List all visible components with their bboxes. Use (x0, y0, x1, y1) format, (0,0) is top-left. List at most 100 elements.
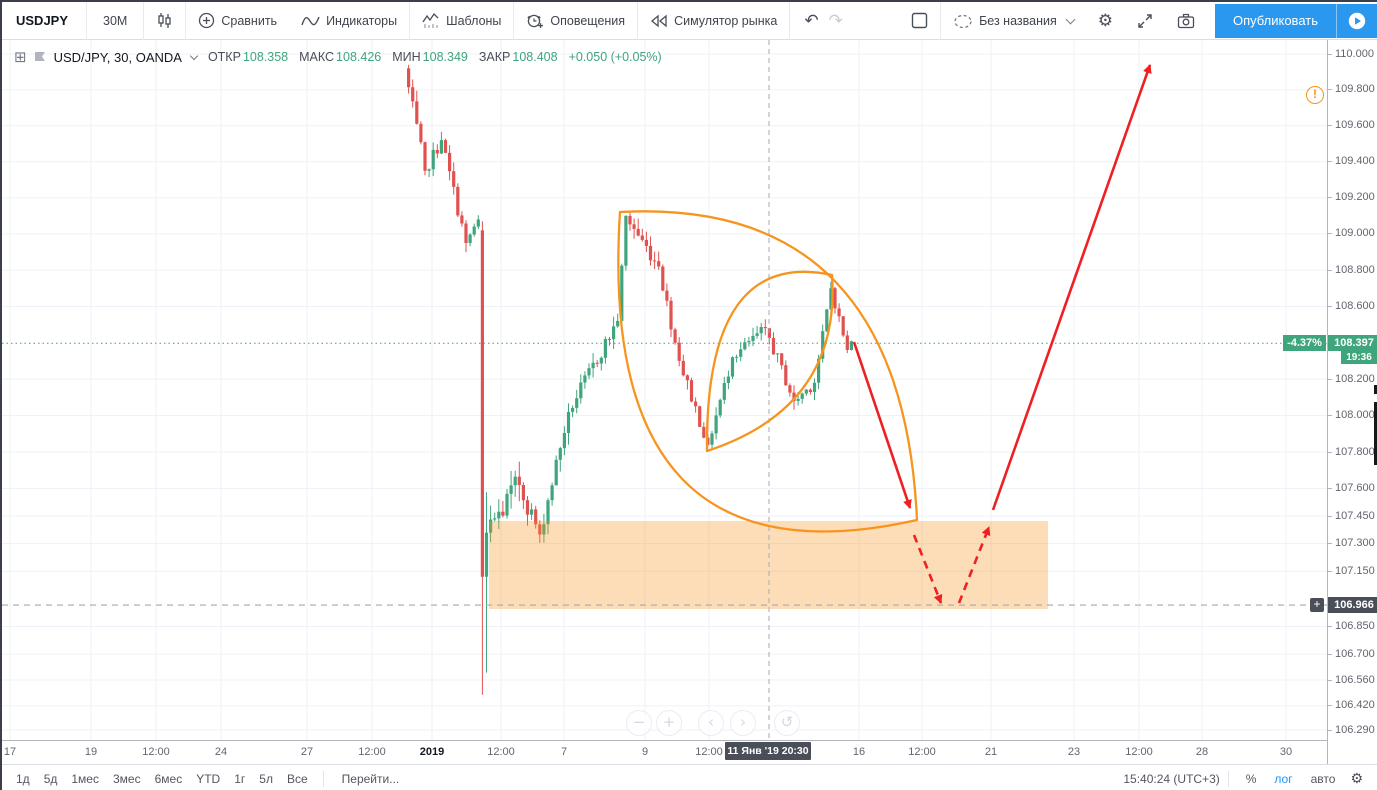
axis-settings-gear-icon[interactable]: ⚙ (1350, 770, 1363, 787)
range-button-1m[interactable]: 1мес (71, 771, 99, 786)
price-tick-label: 108.600 (1328, 299, 1375, 312)
separator (185, 1, 187, 40)
fullscreen-button[interactable] (1125, 2, 1165, 40)
cloud-icon (954, 14, 972, 28)
ohlc-close: ЗАКР 108.408 (478, 50, 558, 64)
ohlc-open: ОТКР 108.358 (207, 50, 289, 64)
alarm-clock-icon (526, 12, 544, 30)
time-tick-label: 17 (3, 746, 17, 758)
price-tick-label: 109.400 (1328, 155, 1375, 168)
fullscreen-icon (1138, 13, 1152, 28)
separator (1227, 770, 1229, 787)
chevron-down-icon (189, 51, 199, 61)
redo-button[interactable]: ↷ (828, 10, 843, 30)
time-tick-label: 30 (1279, 746, 1293, 758)
range-button-all[interactable]: Все (286, 771, 308, 786)
market-simulator-button[interactable]: Симулятор рынка (638, 2, 789, 40)
separator (789, 1, 791, 40)
chart-nav-zoom-in-button[interactable]: + (656, 710, 682, 736)
chart-settings-button[interactable]: ⚙ (1086, 2, 1125, 40)
auto-scale-button[interactable]: авто (1310, 771, 1336, 786)
price-level-badge: 106.966 (1328, 597, 1377, 614)
flag-icon[interactable] (34, 51, 47, 63)
layout-select-button[interactable] (899, 2, 940, 40)
time-tick-label: 27 (300, 746, 314, 758)
ohlc-low: МИН 108.349 (392, 50, 468, 64)
time-crosshair-badge: 11 Янв '19 20:30 (725, 742, 811, 760)
chart-nav-reset-button[interactable]: ↺ (774, 710, 800, 736)
compare-plus-icon (198, 12, 215, 29)
alerts-button[interactable]: Оповещения (514, 2, 637, 40)
top-toolbar: USDJPY 30M Сравнить Индикаторы Шаблоны О… (2, 1, 1377, 40)
data-warning-icon[interactable]: ! (1306, 86, 1324, 104)
chart-style-button[interactable] (144, 2, 185, 40)
chart-pane[interactable]: ⊞ USD/JPY, 30, OANDA ОТКР 108.358 МАКС 108… (2, 40, 1327, 740)
change-percent-badge: -4.37% (1283, 335, 1326, 352)
indicators-wave-icon (301, 14, 320, 28)
range-button-5y[interactable]: 5л (259, 771, 273, 786)
price-tick-label: 106.850 (1328, 619, 1375, 632)
separator (322, 770, 324, 787)
price-tick-label: 107.450 (1328, 509, 1375, 522)
price-tick-label: 109.800 (1328, 83, 1375, 96)
add-symbol-icon[interactable]: ⊞ (14, 48, 27, 66)
chevron-down-icon (1065, 14, 1076, 24)
time-tick-label: 19 (84, 746, 98, 758)
symbol-button[interactable]: USDJPY (16, 13, 69, 28)
chart-nav-zoom-out-button[interactable]: − (626, 710, 652, 736)
drawings[interactable] (617, 64, 1152, 604)
templates-icon (422, 12, 440, 29)
layout-name-menu[interactable]: Без названия (941, 2, 1086, 40)
undo-button[interactable]: ↶ (804, 10, 819, 30)
time-tick-label: 12:00 (908, 746, 936, 758)
price-tick-label: 106.560 (1328, 673, 1375, 686)
chart-canvas[interactable] (2, 40, 1327, 740)
time-tick-label: 16 (852, 746, 866, 758)
add-alert-plus-button[interactable]: + (1310, 598, 1324, 613)
price-tick-label: 109.200 (1328, 191, 1375, 204)
percent-scale-button[interactable]: % (1245, 771, 1257, 786)
range-button-6m[interactable]: 6мес (154, 771, 183, 786)
separator (940, 1, 942, 40)
rewind-icon (650, 14, 668, 28)
price-tick-label: 109.000 (1328, 227, 1375, 240)
publish-button[interactable]: Опубликовать (1214, 3, 1336, 38)
interval-button[interactable]: 30M (103, 13, 128, 28)
clock-label[interactable]: 15:40:24 (UTC+3) (1123, 771, 1220, 786)
compare-button[interactable]: Сравнить (186, 2, 289, 40)
price-tick-label: 110.000 (1328, 47, 1374, 60)
range-button-ytd[interactable]: YTD (196, 771, 221, 786)
range-button-5d[interactable]: 5д (43, 771, 58, 786)
time-tick-label: 28 (1195, 746, 1209, 758)
legend-symbol-title[interactable]: USD/JPY, 30, OANDA (53, 49, 182, 65)
time-tick-label: 24 (214, 746, 228, 758)
separator (143, 1, 145, 40)
price-tick-label: 108.000 (1328, 409, 1375, 422)
publish-play-button[interactable] (1336, 3, 1377, 38)
chart-nav-scroll-left-button[interactable]: ‹ (698, 710, 724, 736)
range-button-1d[interactable]: 1д (16, 771, 30, 786)
range-button-3m[interactable]: 3мес (112, 771, 141, 786)
price-tick-label: 106.420 (1328, 699, 1375, 712)
time-axis[interactable]: 11 Янв '19 20:30 17 19 12:00 24 27 12:00 2019 1… (2, 740, 1327, 764)
separator (637, 1, 639, 40)
ohlc-high: МАКС 108.426 (299, 50, 382, 64)
range-button-1y[interactable]: 1г (234, 771, 246, 786)
price-tick-label: 107.150 (1328, 564, 1375, 577)
chart-nav-scroll-right-button[interactable]: › (730, 710, 756, 736)
log-scale-button[interactable]: лог (1274, 771, 1293, 786)
camera-icon (1177, 13, 1195, 28)
templates-button[interactable]: Шаблоны (410, 2, 513, 40)
time-tick-label: 12:00 (142, 746, 170, 758)
screenshot-button[interactable] (1165, 2, 1207, 40)
price-lines (2, 40, 1327, 740)
indicators-button[interactable]: Индикаторы (289, 2, 409, 40)
candles-icon (156, 12, 173, 29)
time-tick-label: 7 (560, 746, 568, 758)
play-icon (1348, 12, 1366, 29)
chart-legend: ⊞ USD/JPY, 30, OANDA ОТКР 108.358 МАКС 108… (14, 48, 662, 66)
time-tick-label: 23 (1067, 746, 1081, 758)
time-tick-label: 12:00 (487, 746, 515, 758)
goto-date-button[interactable]: Перейти... (341, 771, 400, 786)
price-axis[interactable]: 110.000 109.800 109.600 109.400 109.200 109.0… (1327, 40, 1377, 764)
